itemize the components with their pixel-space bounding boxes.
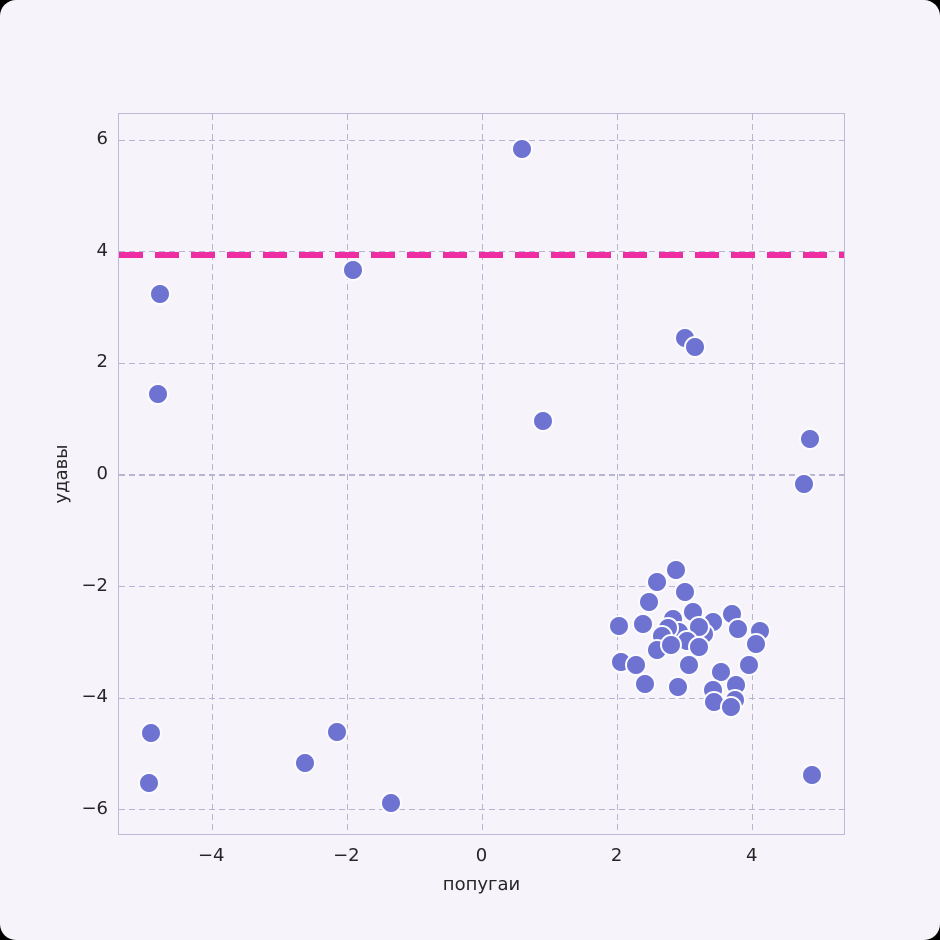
gridline-horizontal <box>119 474 844 476</box>
data-point <box>511 138 534 161</box>
gridline-vertical <box>211 114 213 834</box>
data-point <box>148 282 171 305</box>
data-point <box>665 558 688 581</box>
data-point <box>294 751 317 774</box>
data-point <box>325 721 348 744</box>
x-axis-label: попугаи <box>442 874 521 895</box>
x-tick-label: 2 <box>610 845 623 866</box>
gridline-horizontal <box>119 697 844 699</box>
data-point <box>666 676 689 699</box>
data-point <box>341 258 364 281</box>
threshold-line <box>119 251 844 258</box>
x-tick-label: 0 <box>475 845 488 866</box>
gridline-vertical <box>481 114 484 834</box>
data-point <box>801 764 824 787</box>
data-point <box>688 635 711 658</box>
gridline-vertical <box>752 114 754 834</box>
x-tick-label: −4 <box>197 845 225 866</box>
data-point <box>678 654 701 677</box>
data-point <box>799 428 822 451</box>
plot-area <box>118 113 845 835</box>
data-point <box>646 571 669 594</box>
gridline-vertical <box>346 114 349 834</box>
gridline-horizontal <box>119 809 844 811</box>
y-tick-label: 2 <box>96 351 108 373</box>
data-point <box>631 612 654 635</box>
data-point <box>138 771 161 794</box>
data-point <box>684 336 707 359</box>
gridline-vertical <box>616 114 619 834</box>
y-tick-label: 6 <box>96 128 108 150</box>
data-point <box>624 654 647 677</box>
data-point <box>637 590 660 613</box>
data-point <box>793 472 816 495</box>
data-point <box>531 410 554 433</box>
y-tick-label: 4 <box>96 239 108 261</box>
data-point <box>380 792 403 815</box>
data-point <box>633 672 656 695</box>
data-point <box>738 654 761 677</box>
data-point <box>674 581 697 604</box>
x-tick-label: 4 <box>746 845 758 866</box>
gridline-horizontal <box>119 362 844 365</box>
data-point <box>660 634 682 657</box>
data-point <box>607 614 630 637</box>
gridline-horizontal <box>119 139 844 141</box>
data-point <box>139 722 162 745</box>
data-point <box>146 382 169 405</box>
y-tick-label: −4 <box>81 686 108 708</box>
x-tick-label: −2 <box>333 845 360 866</box>
gridline-horizontal <box>119 585 844 588</box>
data-point <box>745 632 768 655</box>
y-tick-label: −2 <box>81 574 108 596</box>
data-point <box>720 696 743 719</box>
y-tick-label: −6 <box>81 797 108 819</box>
y-tick-label: 0 <box>96 463 108 484</box>
data-point <box>726 617 749 640</box>
